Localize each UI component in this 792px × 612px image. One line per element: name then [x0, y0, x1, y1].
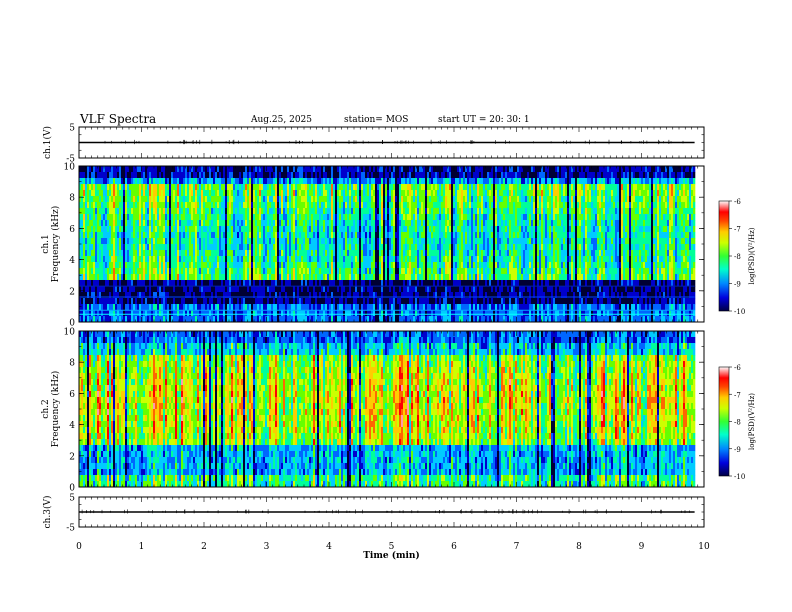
y-tick-label: 5 [69, 494, 75, 504]
ch1-spectrogram-image [79, 166, 696, 323]
date-label: Aug.25, 2025 [251, 115, 312, 125]
colorbar-label: log(PSD)(V²/Hz) [748, 393, 756, 450]
y-tick-label: 8 [69, 194, 75, 204]
y-tick-label: 0 [69, 484, 75, 494]
colorbar-tick-label: -9 [734, 281, 741, 289]
colorbar-tick-label: -10 [734, 308, 745, 316]
y-tick-label: 6 [69, 390, 75, 400]
colorbar-tick-label: -8 [734, 419, 741, 427]
x-tick-label: 5 [389, 542, 395, 552]
colorbar [718, 366, 730, 477]
colorbar-tick-label: -6 [734, 364, 741, 372]
y-tick-label: 4 [69, 421, 75, 431]
x-tick-label: 1 [139, 542, 145, 552]
colorbar-tick-label: -7 [734, 391, 741, 399]
colorbar-tick-label: -9 [734, 446, 741, 454]
y-tick-label: 2 [69, 287, 75, 297]
x-tick-label: 4 [326, 542, 332, 552]
colorbar-tick-label: -10 [734, 473, 745, 481]
x-axis-label: Time (min) [363, 550, 420, 561]
ch2-frequency-axis-label: Frequency (kHz) [50, 371, 61, 448]
y-tick-label: 8 [69, 359, 75, 369]
colorbar-label: log(PSD)(V²/Hz) [748, 227, 756, 284]
start-time-label: start UT = 20: 30: 1 [438, 115, 530, 125]
y-tick-label: 10 [64, 163, 76, 173]
y-tick-label: 0 [69, 319, 75, 329]
ch1-voltage-axis-label: ch.1(V) [42, 126, 53, 159]
ch2-axis-label: ch.2 [41, 399, 51, 418]
x-tick-label: 2 [201, 542, 207, 552]
colorbar [718, 200, 730, 312]
y-tick-label: 6 [69, 225, 75, 235]
ch3-voltage-axis-label: ch.3(V) [42, 496, 53, 529]
y-tick-label: 4 [69, 256, 75, 266]
figure-title: VLF Spectra [80, 112, 157, 126]
ch1-frequency-axis-label: Frequency (kHz) [50, 206, 61, 283]
x-tick-label: 8 [576, 542, 582, 552]
colorbar-tick-label: -8 [734, 253, 741, 261]
y-tick-label: 2 [69, 452, 75, 462]
ch2-spectrogram-image [79, 331, 696, 488]
ch1-axis-label: ch.1 [41, 234, 51, 253]
y-tick-label: 5 [69, 124, 75, 134]
ch1-waveform-trace [79, 139, 695, 145]
x-tick-label: 9 [639, 542, 645, 552]
x-tick-label: 3 [264, 542, 270, 552]
x-tick-label: 6 [451, 542, 457, 552]
x-tick-label: 0 [76, 542, 82, 552]
y-tick-label: 10 [64, 328, 76, 338]
x-tick-label: 10 [698, 542, 710, 552]
ch3-waveform-trace [79, 509, 695, 514]
colorbar-tick-label: -7 [734, 226, 741, 234]
x-tick-label: 7 [514, 542, 520, 552]
colorbar-tick-label: -6 [734, 198, 741, 206]
y-tick-label: -5 [66, 524, 75, 534]
station-label: station= MOS [344, 115, 409, 125]
y-tick-label: -5 [66, 155, 75, 165]
